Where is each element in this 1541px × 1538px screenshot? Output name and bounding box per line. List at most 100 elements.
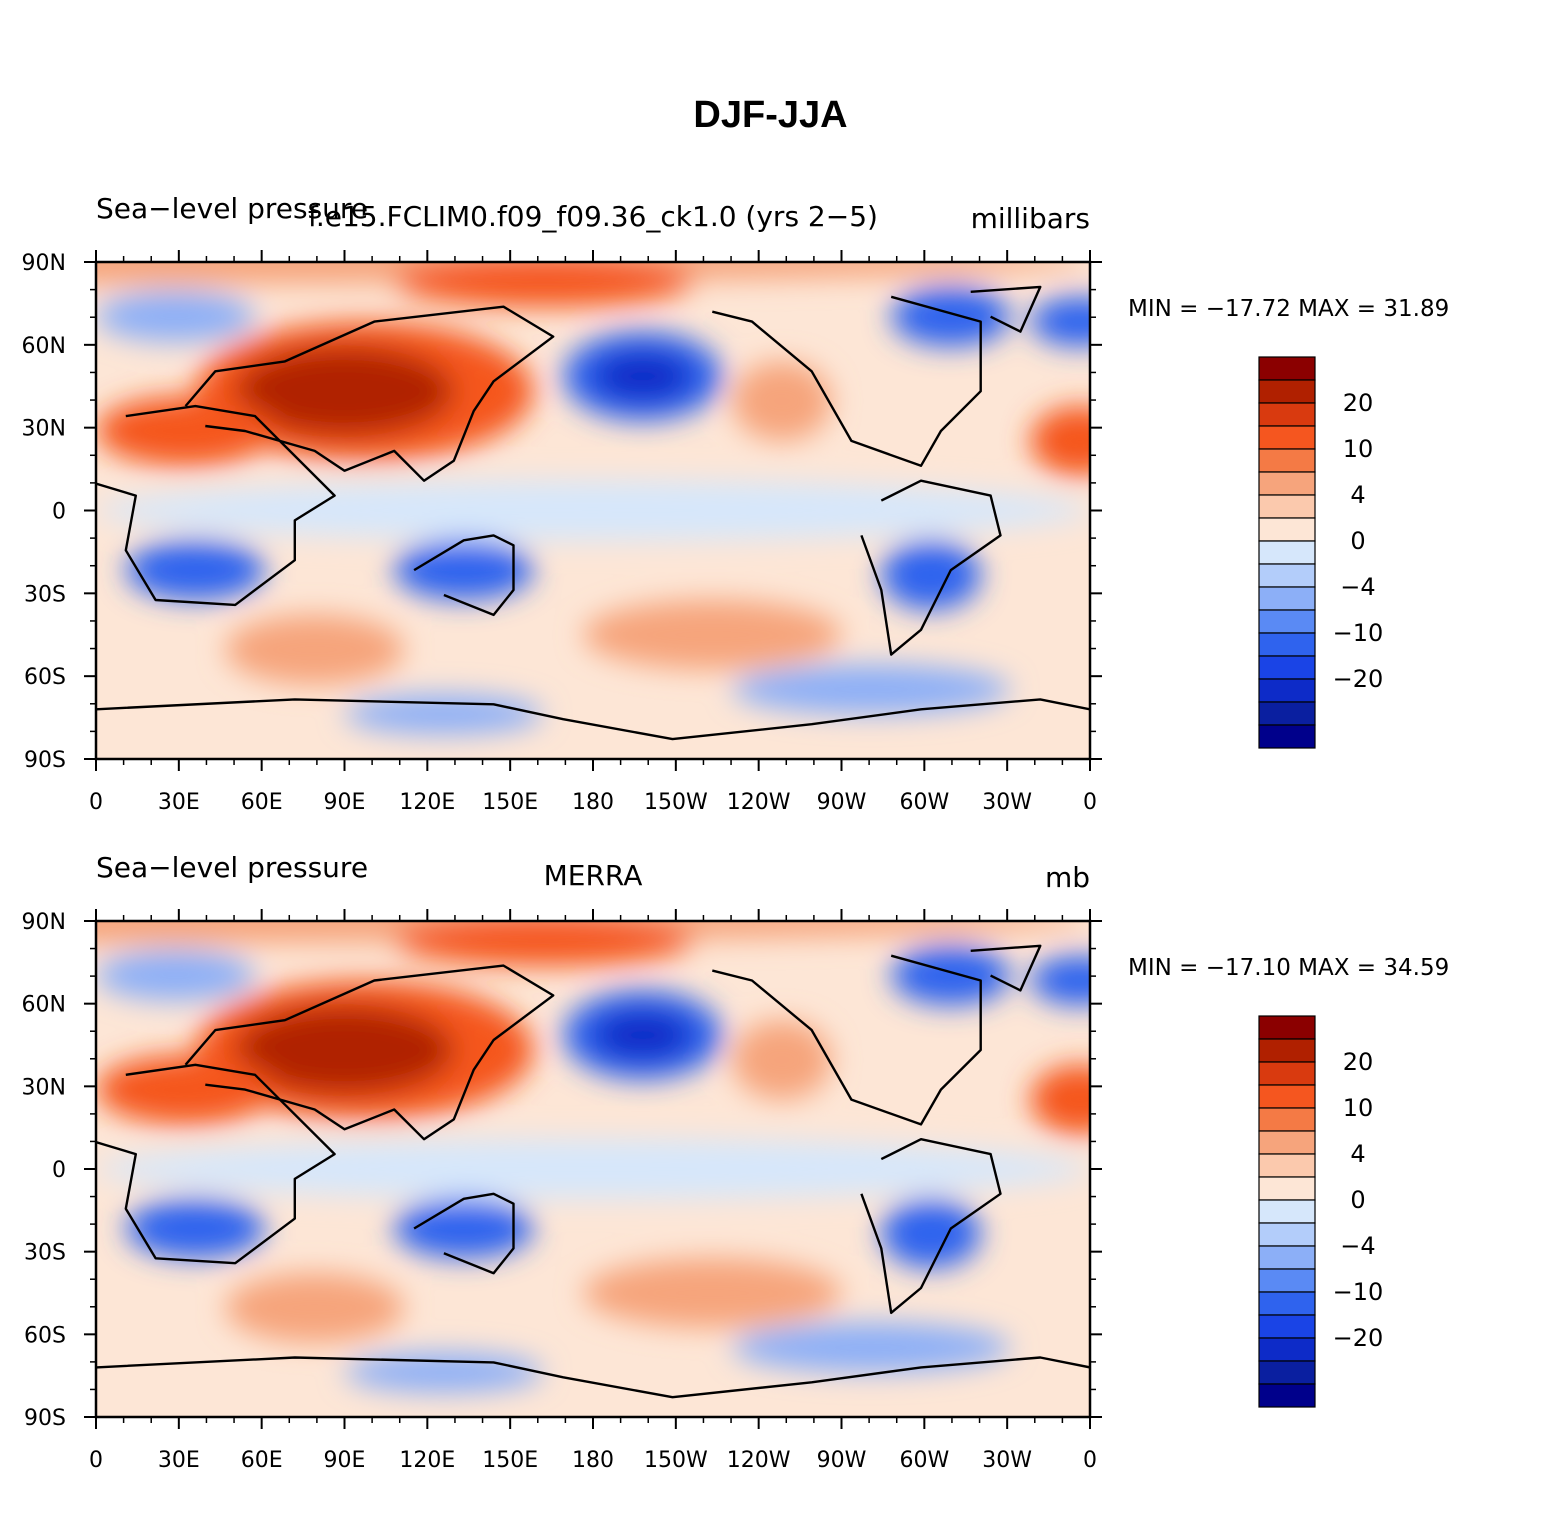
lon-tick-label: 150W: [644, 1448, 708, 1473]
colorbar-box: [1258, 1337, 1316, 1362]
coastline: [712, 295, 982, 467]
lat-tick-label: 0: [52, 500, 66, 525]
colorbar-box: [1258, 1291, 1316, 1316]
coastline: [96, 1063, 336, 1265]
colorbar-label: −4: [1340, 1232, 1375, 1260]
lon-tick-label: 150E: [482, 1448, 538, 1473]
lon-tick-label: 60W: [899, 1448, 949, 1473]
contour-region: [235, 346, 454, 436]
lat-tick-label: 90N: [22, 251, 66, 276]
contour-region: [225, 1273, 405, 1343]
lon-tick-label: 0: [1083, 1448, 1097, 1473]
colorbar-box: [1258, 609, 1316, 634]
colorbar-box: [1258, 540, 1316, 565]
colorbar-label: −20: [1333, 665, 1384, 693]
colorbar-box: [1258, 678, 1316, 703]
lon-tick-label: 90E: [324, 790, 366, 815]
colorbar-box: [1258, 1314, 1316, 1339]
colorbar-box: [1258, 632, 1316, 657]
lon-tick-label: 180: [572, 790, 614, 815]
lat-tick-label: 60S: [24, 1323, 66, 1348]
colorbar-label: 0: [1350, 1186, 1365, 1214]
colorbar-box: [1258, 586, 1316, 611]
colorbar: 20 10 4 0 −4 −10 −20: [1258, 356, 1384, 749]
colorbar-box: [1258, 1153, 1316, 1178]
colorbar-box: [1258, 701, 1316, 726]
colorbar-box: [1258, 1360, 1316, 1385]
contour-region: [732, 664, 1011, 715]
lon-tick-label: 30E: [158, 790, 200, 815]
coastline: [96, 1356, 1090, 1399]
lon-tick-label: 150E: [482, 790, 538, 815]
colorbar-box: [1258, 1268, 1316, 1293]
colorbar-box: [1258, 1383, 1316, 1408]
colorbar-box: [1258, 1199, 1316, 1224]
lon-tick-label: 90W: [817, 790, 867, 815]
lon-tick-label: 0: [1083, 790, 1097, 815]
lon-tick-label: 60E: [241, 1448, 283, 1473]
panel-left-title: Sea−level pressure: [96, 192, 368, 225]
colorbar-label: 20: [1343, 1048, 1374, 1076]
coastline: [860, 479, 1002, 656]
coastline: [184, 964, 555, 1141]
contour-region: [125, 540, 265, 600]
colorbar-label: 10: [1343, 1094, 1374, 1122]
contour-region: [732, 1322, 1011, 1373]
colorbar-label: 4: [1350, 481, 1365, 509]
lat-tick-label: 30N: [22, 1075, 66, 1100]
lon-tick-label: 30W: [982, 1448, 1032, 1473]
contour-region: [593, 1010, 693, 1060]
lon-tick-label: 90W: [817, 1448, 867, 1473]
colorbar-label: −10: [1333, 619, 1384, 647]
field-contours: [96, 262, 1090, 735]
panel-units: mb: [1045, 861, 1090, 894]
lon-tick-label: 0: [89, 790, 103, 815]
contour-region: [96, 480, 1090, 541]
lat-tick-label: 90S: [24, 748, 66, 773]
contour-region: [1030, 955, 1090, 1006]
colorbar-box: [1258, 1222, 1316, 1247]
lon-tick-label: 60W: [899, 790, 949, 815]
lat-tick-label: 90N: [22, 910, 66, 935]
lon-tick-label: 150W: [644, 790, 708, 815]
contour-region: [593, 351, 693, 402]
colorbar-label: −4: [1340, 573, 1375, 601]
min-max-label: MIN = −17.10 MAX = 34.59: [1128, 955, 1449, 981]
panel-units: millibars: [971, 202, 1090, 235]
lat-tick-label: 60N: [22, 993, 66, 1018]
colorbar-box: [1258, 655, 1316, 680]
contour-region: [881, 540, 981, 610]
colorbar-box: [1258, 448, 1316, 473]
coastline: [184, 305, 555, 482]
colorbar-box: [1258, 471, 1316, 496]
contour-region: [394, 262, 693, 307]
colorbar-box: [1258, 1107, 1316, 1132]
coastline: [712, 954, 982, 1126]
lat-tick-label: 30S: [24, 1241, 66, 1266]
colorbar-label: 0: [1350, 527, 1365, 555]
panel-center-title: MERRA: [544, 859, 643, 892]
contour-region: [96, 1139, 1090, 1199]
lon-tick-label: 180: [572, 1448, 614, 1473]
coastline: [860, 1137, 1002, 1315]
colorbar-box: [1258, 425, 1316, 450]
contour-region: [732, 361, 832, 441]
contour-region: [881, 1198, 981, 1269]
colorbar-label: 10: [1343, 435, 1374, 463]
contour-region: [583, 599, 842, 670]
figure-title: DJF-JJA: [693, 94, 848, 136]
map-panel-model: Sea−level pressuref.e15.FCLIM0.f09_f09.3…: [22, 192, 1450, 815]
lon-tick-label: 120E: [399, 790, 455, 815]
contour-region: [1030, 1064, 1090, 1135]
lon-tick-label: 0: [89, 1448, 103, 1473]
lon-tick-label: 120E: [399, 1448, 455, 1473]
colorbar-box: [1258, 1038, 1316, 1063]
field-contours: [96, 921, 1090, 1393]
colorbar-box: [1258, 1130, 1316, 1155]
lat-tick-label: 90S: [24, 1406, 66, 1431]
colorbar-box: [1258, 356, 1316, 381]
coastline: [970, 285, 1042, 333]
lat-tick-label: 0: [52, 1158, 66, 1183]
contour-region: [732, 1020, 832, 1100]
